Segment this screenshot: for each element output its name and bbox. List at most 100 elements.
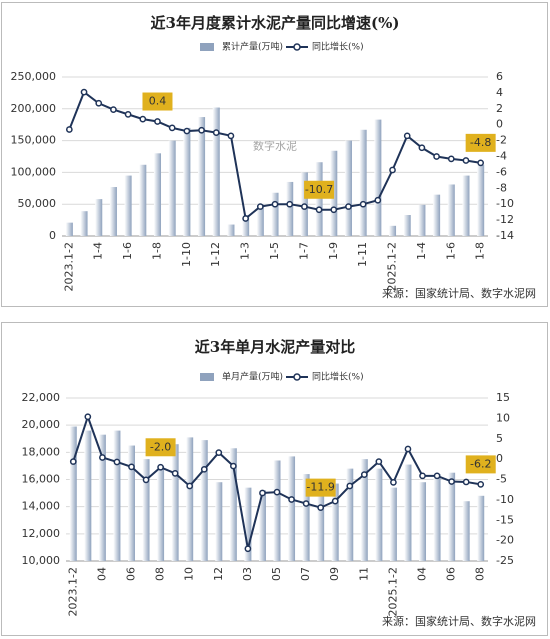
- y2-tick-label: -2: [496, 134, 507, 147]
- x-tick-label: 08: [154, 567, 167, 581]
- data-label: -4.8: [470, 136, 491, 149]
- line-marker: [273, 488, 281, 496]
- line-marker: [154, 118, 161, 125]
- line-marker: [215, 449, 223, 456]
- x-tick-label: 1-7: [297, 242, 310, 260]
- source-note: 来源：国家统计局、数字水泥网: [382, 614, 536, 628]
- y2-tick-label: -12: [496, 213, 514, 226]
- bar: [462, 175, 470, 236]
- y-tick-label: 12,000: [22, 527, 61, 540]
- bar: [113, 430, 121, 561]
- y2-tick-label: 10: [496, 411, 510, 424]
- y2-tick-label: -5: [496, 473, 507, 486]
- bar: [244, 487, 252, 561]
- line-marker: [69, 458, 77, 465]
- watermark: 数字水泥: [253, 139, 297, 153]
- bar: [403, 215, 411, 236]
- line-marker: [186, 482, 194, 490]
- chart-title: 近3年月度累计水泥产量同比增速(%): [151, 14, 400, 32]
- data-label-bg: [304, 180, 335, 199]
- bar: [98, 434, 106, 561]
- bar: [153, 153, 162, 236]
- bar: [227, 224, 235, 236]
- bar: [171, 444, 179, 561]
- y2-tick-label: 4: [496, 86, 503, 99]
- line-marker: [462, 157, 470, 164]
- line-marker: [157, 463, 164, 471]
- bar: [389, 487, 397, 561]
- bar: [418, 204, 426, 236]
- x-tick-label: 1-9: [327, 242, 340, 260]
- line-marker: [346, 482, 354, 490]
- bar: [242, 215, 250, 236]
- y2-tick-label: 5: [496, 432, 503, 445]
- y2-tick-label: -10: [496, 493, 514, 506]
- line-marker: [229, 462, 237, 470]
- x-tick-label: 1-5: [268, 242, 281, 260]
- bar: [346, 468, 354, 561]
- data-label: -11.9: [306, 481, 334, 494]
- line-marker: [301, 203, 308, 210]
- y-tick-label: 100,000: [11, 165, 57, 178]
- bar: [331, 483, 339, 561]
- line-marker: [419, 472, 426, 480]
- bar: [317, 487, 325, 561]
- line-marker: [448, 478, 455, 485]
- bar: [302, 474, 310, 561]
- bar: [168, 140, 176, 236]
- legend-label: 同比增长(%): [312, 371, 364, 383]
- line-marker: [477, 159, 485, 167]
- bar: [374, 119, 382, 236]
- legend-marker: [293, 373, 301, 381]
- bar: [157, 465, 165, 561]
- bar: [375, 468, 383, 561]
- line-marker: [244, 545, 252, 553]
- bar: [69, 426, 77, 561]
- bar: [448, 472, 456, 561]
- bar: [95, 199, 103, 236]
- bar: [462, 501, 470, 561]
- line-marker: [65, 126, 73, 133]
- line-marker: [447, 155, 455, 163]
- x-tick-label: 1-3: [239, 242, 252, 260]
- y-tick-label: 16,000: [22, 473, 61, 486]
- bar: [344, 140, 352, 236]
- line-marker: [139, 115, 147, 123]
- x-tick-label: 03: [241, 567, 254, 581]
- line-marker: [288, 496, 295, 503]
- y-tick-label: 20,000: [22, 418, 61, 431]
- x-tick-label: 1-4: [92, 242, 105, 260]
- bar: [286, 181, 294, 236]
- x-tick-label: 06: [445, 567, 458, 581]
- line-marker: [403, 132, 411, 140]
- x-tick-label: 11: [357, 567, 370, 581]
- y-tick-label: 50,000: [18, 197, 57, 210]
- bar: [258, 490, 266, 561]
- y2-tick-label: -8: [496, 181, 507, 194]
- x-tick-label: 1-8: [150, 242, 163, 260]
- line-marker: [198, 126, 205, 134]
- chart-frame: [1, 2, 548, 307]
- line-marker: [142, 476, 150, 484]
- bar: [404, 464, 412, 561]
- legend-label: 单月产量(万吨): [222, 371, 283, 383]
- bar: [433, 194, 441, 236]
- x-tick-label: 2023.1-2: [66, 567, 79, 616]
- line-marker: [375, 458, 383, 465]
- x-tick-label: 1-4: [415, 242, 428, 260]
- legend-label: 同比增长(%): [312, 41, 364, 53]
- x-tick-label: 1-11: [356, 242, 369, 267]
- chart-title: 近3年单月水泥产量对比: [195, 338, 355, 356]
- line-marker: [433, 472, 441, 480]
- y2-tick-label: 0: [496, 118, 503, 131]
- line-marker: [271, 200, 279, 208]
- line-marker: [256, 203, 264, 210]
- bar: [212, 107, 220, 236]
- line-marker: [168, 124, 176, 132]
- x-tick-label: 1-6: [444, 242, 457, 260]
- data-label: -2.0: [150, 440, 171, 453]
- line-marker: [433, 153, 440, 160]
- y-tick-label: 0: [49, 229, 56, 242]
- x-tick-label: 1-6: [121, 242, 134, 260]
